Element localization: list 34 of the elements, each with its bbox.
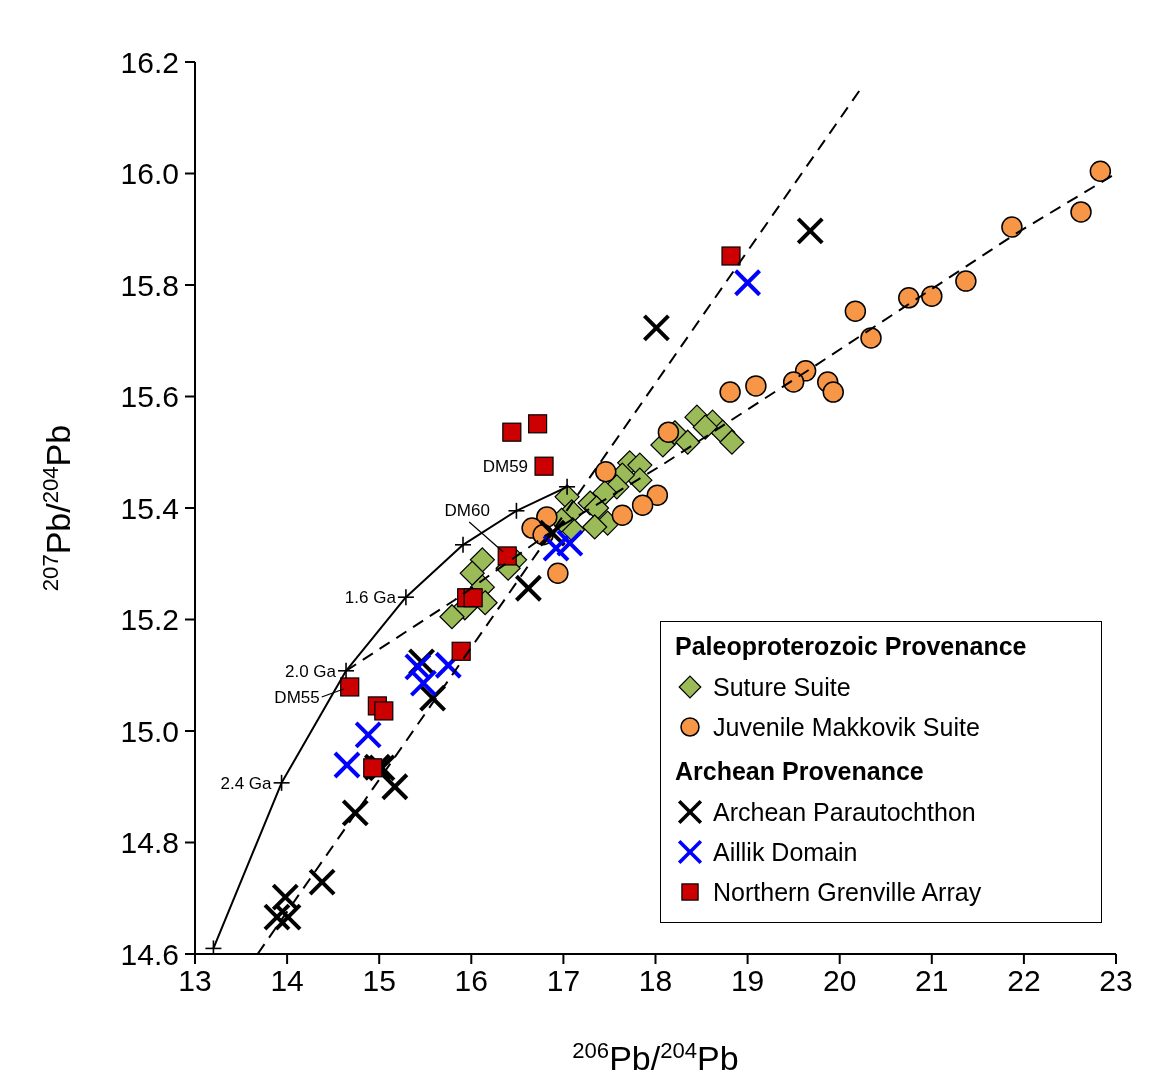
- x-tick-label: 22: [1007, 964, 1041, 998]
- legend-label: Archean Parautochthon: [713, 797, 976, 827]
- annotation: 1.6 Ga: [344, 588, 397, 608]
- annotation: DM55: [274, 687, 320, 707]
- legend-label: Juvenile Makkovik Suite: [713, 712, 980, 742]
- annotation: 2.4 Ga: [220, 773, 273, 793]
- x-tick-label: 19: [730, 964, 765, 998]
- y-tick-label: 14.8: [120, 826, 179, 860]
- y-tick-label: 14.6: [120, 937, 179, 971]
- x-tick-label: 14: [270, 964, 304, 998]
- annotation: Archean Provenance: [675, 757, 925, 786]
- y-tick-label: 15.0: [120, 714, 179, 748]
- annotation: Paleoproterozoic Provenance: [675, 632, 1028, 661]
- y-tick-label: 16.0: [120, 157, 179, 191]
- y-tick-label: 15.2: [120, 603, 179, 637]
- annotation: DM60: [444, 500, 490, 520]
- y-tick-label: 16.2: [120, 45, 179, 79]
- annotation: 2.0 Ga: [285, 661, 337, 681]
- x-axis-title: $^{206}$Pb/$^{204}$Pb: [572, 1037, 739, 1077]
- x-tick-label: 17: [546, 964, 581, 998]
- legend-label: Northern Grenville Array: [713, 877, 982, 907]
- annotation: DM59: [482, 457, 529, 477]
- y-tick-label: 15.4: [120, 491, 179, 525]
- y-tick-label: 15.6: [120, 380, 179, 414]
- x-tick-label: 21: [915, 964, 949, 998]
- legend-label: Aillik Domain: [713, 837, 858, 867]
- x-tick-label: 23: [1099, 964, 1133, 998]
- x-tick-label: 13: [178, 964, 212, 998]
- y-tick-label: 15.8: [120, 268, 179, 302]
- x-tick-label: 18: [638, 964, 673, 998]
- legend-label: Suture Suite: [713, 672, 851, 702]
- x-tick-label: 16: [454, 964, 488, 998]
- x-tick-label: 20: [823, 964, 857, 998]
- x-tick-label: 15: [362, 964, 396, 998]
